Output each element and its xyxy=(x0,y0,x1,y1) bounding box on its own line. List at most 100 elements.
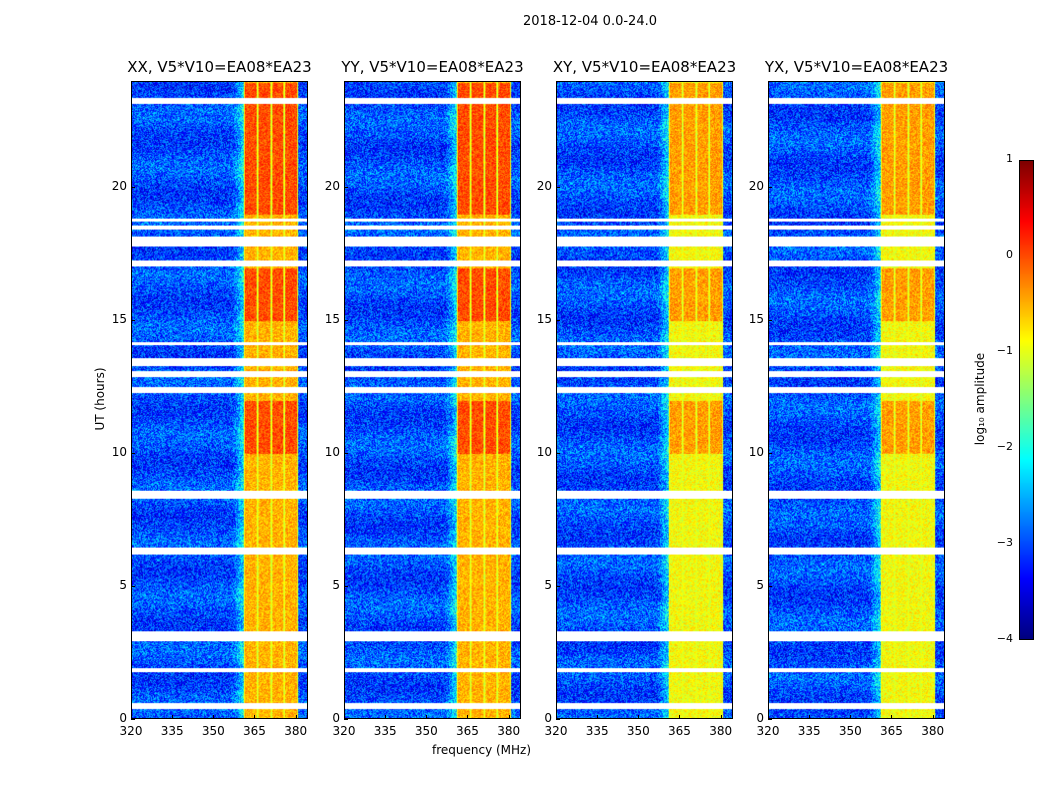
x-tick-mark xyxy=(508,715,510,719)
x-tick-mark xyxy=(850,715,852,719)
x-tick-label: 320 xyxy=(119,724,143,738)
y-tick-label: 15 xyxy=(324,312,340,327)
x-tick-mark xyxy=(385,715,387,719)
y-tick-label: 0 xyxy=(544,711,552,725)
y-tick-mark xyxy=(131,719,135,720)
y-tick-mark xyxy=(556,453,560,455)
x-tick-label: 350 xyxy=(838,724,862,738)
x-tick-mark xyxy=(172,715,174,719)
x-tick-mark xyxy=(809,715,811,719)
y-tick-label: 15 xyxy=(536,312,552,327)
x-tick-label: 350 xyxy=(414,724,438,738)
x-tick-mark xyxy=(426,715,428,719)
x-tick-label: 365 xyxy=(243,724,266,738)
x-tick-mark xyxy=(638,715,640,719)
x-tick-mark xyxy=(720,715,722,719)
colorbar-tick-label: 0 xyxy=(1006,248,1013,261)
heatmap-cells xyxy=(132,82,307,718)
x-tick-label: 320 xyxy=(756,724,780,738)
heatmap-panel-xy xyxy=(556,81,733,719)
y-tick-mark xyxy=(131,320,135,322)
x-tick-mark xyxy=(932,715,934,719)
heatmap-cells xyxy=(769,82,944,718)
y-tick-label: 5 xyxy=(332,578,340,593)
heatmap-panel-xx xyxy=(131,81,308,719)
x-tick-mark xyxy=(768,715,769,719)
colorbar-tick-label: 1 xyxy=(1006,152,1013,165)
x-tick-label: 350 xyxy=(201,724,225,738)
y-tick-mark xyxy=(768,453,772,455)
y-tick-mark xyxy=(131,187,135,189)
x-tick-label: 335 xyxy=(585,724,609,738)
y-tick-mark xyxy=(131,586,135,588)
heatmap-cells xyxy=(557,82,732,718)
x-tick-mark xyxy=(295,715,297,719)
y-tick-mark xyxy=(768,187,772,189)
x-tick-label: 365 xyxy=(880,724,903,738)
panel-title: YY, V5*V10=EA08*EA23 xyxy=(341,58,524,76)
y-tick-mark xyxy=(768,320,772,322)
colorbar-tick-label: −2 xyxy=(996,440,1013,453)
panel-title: XX, V5*V10=EA08*EA23 xyxy=(127,58,312,76)
x-tick-mark xyxy=(131,715,132,719)
y-tick-mark xyxy=(344,719,348,720)
y-tick-label: 15 xyxy=(111,312,127,327)
x-tick-label: 380 xyxy=(709,724,733,738)
x-tick-label: 350 xyxy=(626,724,650,738)
x-tick-label: 380 xyxy=(497,724,521,738)
y-tick-label: 5 xyxy=(756,578,764,593)
x-axis-label: frequency (MHz) xyxy=(432,743,532,757)
y-tick-label: 10 xyxy=(536,445,552,460)
colorbar-tick-label: −1 xyxy=(996,344,1013,357)
x-tick-mark xyxy=(556,715,557,719)
y-tick-label: 10 xyxy=(111,445,127,460)
y-tick-label: 20 xyxy=(536,179,552,194)
y-tick-mark xyxy=(768,719,772,720)
y-tick-mark xyxy=(556,719,560,720)
panel-title: XY, V5*V10=EA08*EA23 xyxy=(552,58,737,76)
heatmap-panel-yx xyxy=(768,81,945,719)
y-tick-mark xyxy=(556,320,560,322)
y-tick-mark xyxy=(556,187,560,189)
x-tick-mark xyxy=(891,715,893,719)
y-tick-label: 20 xyxy=(748,179,764,194)
y-tick-label: 0 xyxy=(332,711,340,725)
y-tick-label: 0 xyxy=(756,711,764,725)
x-tick-label: 365 xyxy=(456,724,479,738)
x-tick-label: 380 xyxy=(921,724,945,738)
colorbar-gradient xyxy=(1020,161,1033,639)
y-tick-label: 20 xyxy=(324,179,340,194)
figure-suptitle: 2018-12-04 0.0-24.0 xyxy=(523,14,657,29)
y-tick-mark xyxy=(344,453,348,455)
x-tick-label: 335 xyxy=(160,724,184,738)
colorbar xyxy=(1019,160,1034,640)
x-tick-mark xyxy=(679,715,681,719)
x-tick-label: 320 xyxy=(544,724,568,738)
y-tick-label: 10 xyxy=(324,445,340,460)
y-tick-label: 0 xyxy=(119,711,127,725)
y-axis-label: UT (hours) xyxy=(93,367,107,431)
y-tick-mark xyxy=(556,586,560,588)
x-tick-label: 320 xyxy=(332,724,356,738)
y-tick-mark xyxy=(344,187,348,189)
x-tick-mark xyxy=(344,715,345,719)
colorbar-tick-label: −3 xyxy=(996,536,1013,549)
x-tick-label: 365 xyxy=(668,724,691,738)
y-tick-label: 10 xyxy=(748,445,764,460)
y-tick-label: 5 xyxy=(544,578,552,593)
y-tick-label: 20 xyxy=(111,179,127,194)
y-tick-mark xyxy=(131,453,135,455)
x-tick-mark xyxy=(597,715,599,719)
x-tick-label: 335 xyxy=(373,724,397,738)
y-tick-mark xyxy=(344,320,348,322)
y-tick-mark xyxy=(344,586,348,588)
x-tick-mark xyxy=(213,715,215,719)
x-tick-mark xyxy=(254,715,256,719)
heatmap-panel-yy xyxy=(344,81,521,719)
x-tick-label: 380 xyxy=(284,724,308,738)
y-tick-mark xyxy=(768,586,772,588)
heatmap-cells xyxy=(345,82,520,718)
colorbar-tick-label: −4 xyxy=(996,632,1013,645)
panel-title: YX, V5*V10=EA08*EA23 xyxy=(764,58,949,76)
